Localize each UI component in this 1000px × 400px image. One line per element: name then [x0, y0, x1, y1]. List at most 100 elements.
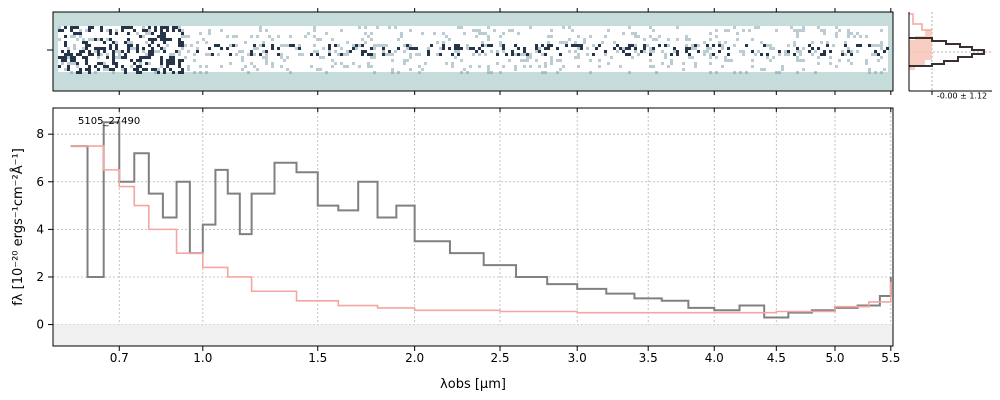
spectrum-2d-pixel — [130, 59, 133, 62]
spectrum-2d-pixel — [97, 68, 100, 71]
spectrum-2d-pixel — [799, 29, 802, 32]
spectrum-2d-pixel — [100, 29, 103, 32]
spectrum-2d-pixel — [571, 29, 574, 32]
spectrum-2d-pixel — [280, 44, 283, 47]
spectrum-2d-pixel — [580, 47, 583, 50]
spectrum-2d-pixel — [160, 56, 163, 59]
spectrum-2d-pixel — [649, 65, 652, 68]
spectrum-2d-pixel — [487, 26, 490, 29]
spectrum-2d-pixel — [331, 38, 334, 41]
spectrum-2d-pixel — [184, 44, 187, 47]
spectrum-2d-pixel — [160, 35, 163, 38]
spectrum-2d-pixel — [85, 29, 88, 32]
spectrum-2d-pixel — [313, 44, 316, 47]
spectrum-2d-pixel — [706, 47, 709, 50]
spectrum-2d-pixel — [643, 50, 646, 53]
spectrum-2d-pixel — [136, 71, 139, 74]
spectrum-2d-pixel — [70, 71, 73, 74]
spectrum-2d-pixel — [736, 32, 739, 35]
spectrum-2d-pixel — [181, 32, 184, 35]
spectrum-2d-pixel — [154, 50, 157, 53]
spectrum-2d-pixel — [448, 47, 451, 50]
spectrum-2d-pixel — [457, 44, 460, 47]
spectrum-2d-pixel — [481, 50, 484, 53]
spectrum-2d-pixel — [313, 26, 316, 29]
spectrum-2d-pixel — [388, 50, 391, 53]
spectrum-2d-pixel — [346, 65, 349, 68]
spectrum-2d-pixel — [643, 44, 646, 47]
spectrum-2d-pixel — [556, 71, 559, 74]
spectrum-2d-pixel — [550, 56, 553, 59]
spectrum-2d-pixel — [178, 59, 181, 62]
spectrum-2d-pixel — [160, 29, 163, 32]
spectrum-2d-pixel — [562, 26, 565, 29]
spectrum-2d-pixel — [880, 44, 883, 47]
spectrum-2d-pixel — [478, 29, 481, 32]
spectrum-2d-pixel — [100, 26, 103, 29]
spectrum-2d-pixel — [535, 44, 538, 47]
spectrum-2d-pixel — [373, 47, 376, 50]
spectrum-2d-pixel — [166, 62, 169, 65]
spectrum-2d-pixel — [124, 53, 127, 56]
spectrum-2d-pixel — [217, 53, 220, 56]
spectrum-2d-pixel — [598, 59, 601, 62]
spectrum-2d-pixel — [859, 35, 862, 38]
spectrum-2d-pixel — [757, 26, 760, 29]
spectrum-2d-pixel — [670, 59, 673, 62]
spectrum-2d-pixel — [106, 56, 109, 59]
spectrum-2d-pixel — [250, 62, 253, 65]
spectrum-2d-pixel — [502, 44, 505, 47]
spectrum-2d-pixel — [649, 47, 652, 50]
spectrum-2d-pixel — [523, 50, 526, 53]
spectrum-2d-pixel — [811, 47, 814, 50]
spectrum-1d-panel: 0.7 1.0 1.5 2.0 2.5 3.0 3.5 4.0 4.5 5.0 5.5 02468 … — [10, 107, 900, 392]
spectrum-2d-pixel — [490, 50, 493, 53]
spectrum-2d-pixel — [271, 44, 274, 47]
spectrum-2d-pixel — [370, 56, 373, 59]
spectrum-2d-pixel — [121, 68, 124, 71]
spectrum-2d-pixel — [454, 50, 457, 53]
spectrum-2d-pixel — [70, 53, 73, 56]
spectrum-2d-pixel — [139, 62, 142, 65]
spectrum-2d-pixel — [178, 29, 181, 32]
spectrum-2d-pixel — [301, 53, 304, 56]
spectrum-2d-pixel — [673, 47, 676, 50]
spectrum-2d-pixel — [142, 29, 145, 32]
spectrum-2d-pixel — [874, 71, 877, 74]
spectrum-2d-pixel — [109, 44, 112, 47]
spectrum-2d-pixel — [319, 68, 322, 71]
spectrum-2d-pixel — [808, 44, 811, 47]
spectrum-2d-pixel — [838, 29, 841, 32]
spectrum-2d-pixel — [409, 68, 412, 71]
spectrum-2d-pixel — [802, 29, 805, 32]
spectrum-2d-pixel — [637, 35, 640, 38]
spectrum-2d-pixel — [796, 50, 799, 53]
spectrum-2d-pixel — [481, 32, 484, 35]
spectrum-2d-pixel — [880, 56, 883, 59]
x-tick-label: 3.5 — [639, 351, 658, 365]
spectrum-2d-pixel — [718, 44, 721, 47]
spectrum-2d-pixel — [136, 68, 139, 71]
spectrum-2d-pixel — [502, 50, 505, 53]
spectrum-2d-pixel — [649, 53, 652, 56]
spectrum-2d-pixel — [559, 41, 562, 44]
spectrum-2d-pixel — [427, 50, 430, 53]
spectrum-2d-pixel — [835, 32, 838, 35]
spectrum-2d-pixel — [187, 35, 190, 38]
spectrum-2d-pixel — [403, 44, 406, 47]
spectrum-2d-pixel — [259, 26, 262, 29]
spectrum-2d-pixel — [874, 50, 877, 53]
spectrum-2d-pixel — [64, 53, 67, 56]
spectrum-2d-pixel — [115, 29, 118, 32]
y-tick-label: 4 — [36, 222, 44, 236]
spectrum-2d-pixel — [253, 47, 256, 50]
spectrum-2d-pixel — [139, 65, 142, 68]
spectrum-2d-pixel — [466, 71, 469, 74]
spectrum-2d-xticks — [118, 8, 892, 95]
spectrum-2d-pixel — [484, 32, 487, 35]
spectrum-2d-pixel — [112, 71, 115, 74]
spectrum-2d-pixel — [676, 53, 679, 56]
spectrum-2d-pixel — [208, 32, 211, 35]
spectrum-2d-pixel — [97, 56, 100, 59]
spectrum-2d-pixel — [142, 56, 145, 59]
